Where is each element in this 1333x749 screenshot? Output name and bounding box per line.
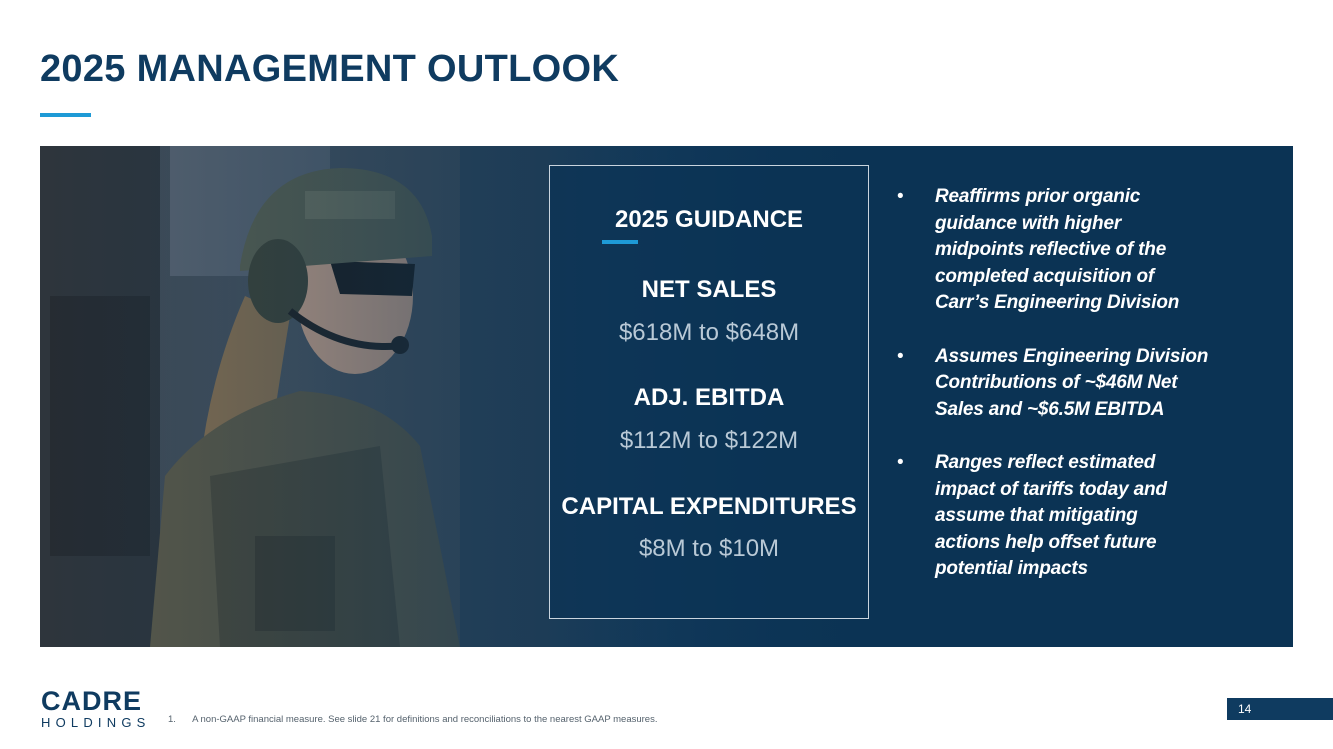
bullet-line: potential impacts	[935, 558, 1088, 580]
bullet-line: impact of tariffs today and	[935, 478, 1167, 500]
bullet-item: • Ranges reflect estimated impact of tar…	[895, 450, 1275, 583]
bullet-line: Ranges reflect estimated	[935, 451, 1156, 473]
bullet-item: • Assumes Engineering Division Contribut…	[895, 344, 1275, 424]
outlook-panel: 2025 GUIDANCE NET SALES $618M to $648M A…	[40, 146, 1293, 647]
footnote: 1. A non-GAAP financial measure. See sli…	[168, 714, 657, 725]
adj-ebitda-value: $112M to $122M	[619, 427, 799, 454]
logo-subtitle: HOLDINGS	[41, 715, 151, 730]
bullet-line: completed acquisition of	[935, 265, 1154, 287]
slide-title: 2025 MANAGEMENT OUTLOOK	[40, 48, 620, 90]
bullet-line: Contributions of ~$46M Net	[935, 372, 1178, 394]
bullet-item: • Reaffirms prior organic guidance with …	[895, 184, 1275, 317]
guidance-accent-rule	[602, 240, 638, 244]
adj-ebitda-label: ADJ. EBITDA	[633, 384, 785, 411]
bullet-dot: •	[897, 451, 904, 473]
logo-wordmark: CADRE	[41, 686, 143, 716]
title-accent-rule	[40, 113, 91, 117]
bullet-dot: •	[897, 345, 904, 367]
page-number: 14	[1227, 698, 1333, 720]
capex-label: CAPITAL EXPENDITURES	[561, 493, 857, 520]
footnote-number: 1.	[168, 714, 176, 725]
bullet-line: assume that mitigating	[935, 505, 1138, 527]
bullet-dot: •	[897, 186, 904, 207]
net-sales-value: $618M to $648M	[618, 319, 800, 346]
capex-value: $8M to $10M	[638, 535, 780, 562]
outlook-bullet-list: • Reaffirms prior organic guidance with …	[895, 184, 1275, 610]
guidance-box: 2025 GUIDANCE NET SALES $618M to $648M A…	[549, 165, 869, 619]
net-sales-label: NET SALES	[641, 276, 777, 303]
bullet-line: midpoints reflective of the	[935, 239, 1167, 261]
company-logo: CADRE HOLDINGS	[41, 688, 151, 731]
bullet-line: Sales and ~$6.5M EBITDA	[935, 398, 1165, 420]
guidance-heading: 2025 GUIDANCE	[614, 206, 804, 233]
footnote-text: A non-GAAP financial measure. See slide …	[192, 714, 658, 725]
bullet-line: Carr’s Engineering Division	[935, 292, 1180, 314]
bullet-line: Assumes Engineering Division	[935, 345, 1209, 367]
bullet-line: Reaffirms prior organic	[935, 186, 1141, 207]
bullet-line: guidance with higher	[935, 212, 1122, 234]
bullet-line: actions help offset future	[935, 531, 1157, 553]
